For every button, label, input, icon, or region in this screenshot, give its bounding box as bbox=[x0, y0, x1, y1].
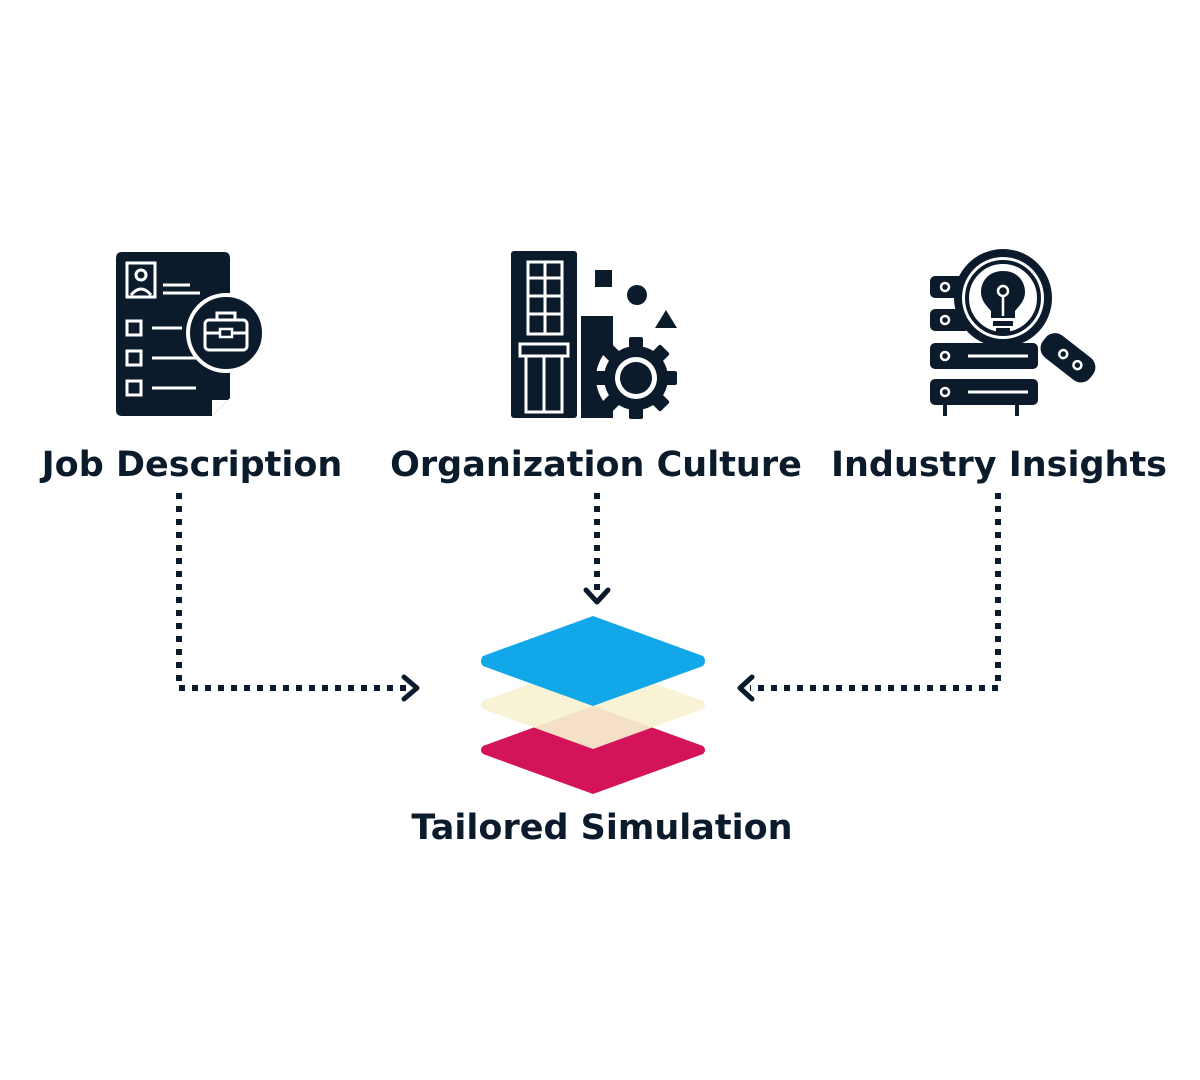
arrowhead-left-edge bbox=[401, 674, 420, 702]
layers-stack-icon bbox=[481, 616, 705, 794]
industry-insights-label: Industry Insights bbox=[831, 445, 1167, 485]
organization-culture-icon bbox=[511, 251, 677, 419]
job-description-icon bbox=[116, 252, 266, 416]
arrowhead-right-edge bbox=[737, 674, 755, 702]
tailored-simulation-label: Tailored Simulation bbox=[411, 808, 792, 848]
arrowhead-top-edge bbox=[583, 587, 611, 605]
edge-industry-insights bbox=[750, 493, 1001, 691]
edge-job-description bbox=[176, 493, 410, 691]
industry-insights-icon bbox=[930, 249, 1096, 416]
organization-culture-label: Organization Culture bbox=[390, 445, 802, 485]
job-description-label: Job Description bbox=[40, 445, 343, 485]
